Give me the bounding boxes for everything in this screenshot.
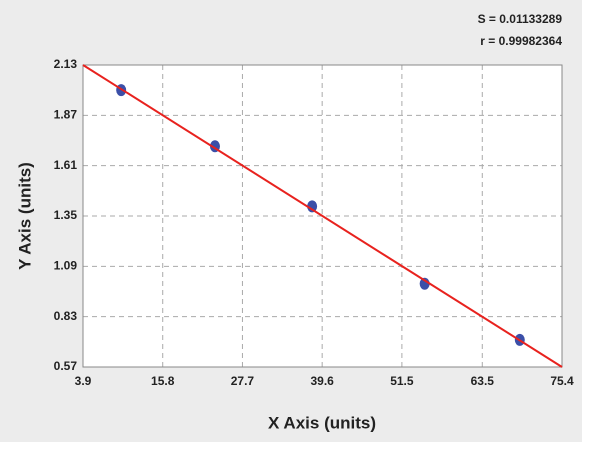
data-point — [419, 277, 430, 290]
x-tick-label: 15.8 — [151, 374, 175, 388]
plot-border — [82, 64, 563, 368]
y-tick-label: 1.09 — [54, 259, 78, 273]
y-tick-label: 0.83 — [54, 309, 78, 323]
fit-line — [82, 64, 563, 368]
data-point — [307, 200, 318, 213]
annotation: S = 0.01133289 — [478, 12, 563, 26]
x-axis-label: X Axis (units) — [268, 413, 376, 432]
x-tick-label: 27.7 — [231, 374, 255, 388]
x-tick-label: 51.5 — [390, 374, 414, 388]
y-tick-label: 1.87 — [54, 108, 78, 122]
x-tick-label: 75.4 — [550, 374, 574, 388]
x-tick-label: 39.6 — [310, 374, 334, 388]
x-tick-label: 3.9 — [75, 374, 92, 388]
y-axis-label: Y Axis (units) — [15, 162, 34, 270]
annotation: r = 0.99982364 — [480, 34, 562, 48]
y-tick-label: 0.57 — [54, 359, 78, 373]
x-tick-label: 63.5 — [471, 374, 495, 388]
y-tick-label: 1.61 — [54, 158, 78, 172]
y-tick-label: 1.35 — [54, 208, 78, 222]
y-tick-label: 2.13 — [54, 57, 78, 71]
